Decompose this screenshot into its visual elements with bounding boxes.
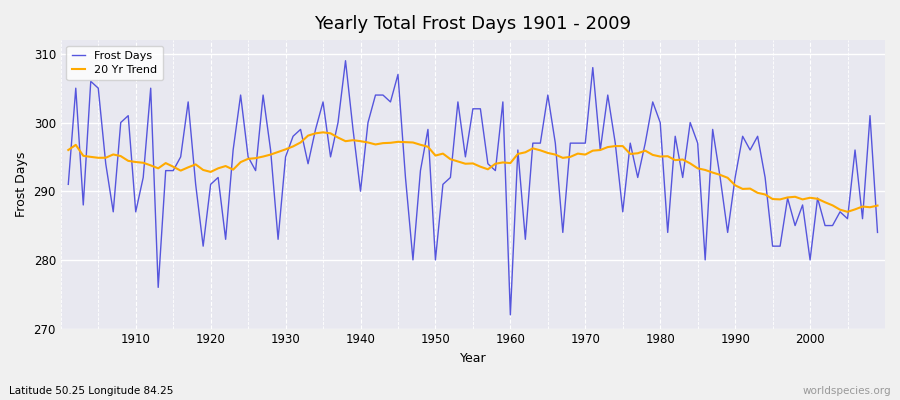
Frost Days <box>505 312 516 317</box>
Text: Latitude 50.25 Longitude 84.25: Latitude 50.25 Longitude 84.25 <box>9 386 174 396</box>
20 Yr Trend <box>122 158 133 163</box>
20 Yr Trend <box>872 203 883 208</box>
Line: 20 Yr Trend: 20 Yr Trend <box>68 132 878 212</box>
20 Yr Trend <box>340 139 351 144</box>
20 Yr Trend <box>318 130 328 135</box>
20 Yr Trend <box>63 148 74 152</box>
Title: Yearly Total Frost Days 1901 - 2009: Yearly Total Frost Days 1901 - 2009 <box>314 15 632 33</box>
Frost Days <box>63 182 74 187</box>
20 Yr Trend <box>288 144 299 149</box>
Frost Days <box>340 58 351 63</box>
Frost Days <box>333 120 344 125</box>
Frost Days <box>520 237 531 242</box>
Y-axis label: Frost Days: Frost Days <box>15 152 28 217</box>
Frost Days <box>872 230 883 235</box>
20 Yr Trend <box>602 145 613 150</box>
X-axis label: Year: Year <box>460 352 486 365</box>
20 Yr Trend <box>505 161 516 166</box>
Frost Days <box>512 148 523 152</box>
Frost Days <box>122 113 133 118</box>
Line: Frost Days: Frost Days <box>68 61 878 315</box>
Frost Days <box>610 141 621 146</box>
Frost Days <box>288 134 299 139</box>
Legend: Frost Days, 20 Yr Trend: Frost Days, 20 Yr Trend <box>67 46 163 80</box>
20 Yr Trend <box>842 210 853 214</box>
Text: worldspecies.org: worldspecies.org <box>803 386 891 396</box>
20 Yr Trend <box>512 152 523 156</box>
